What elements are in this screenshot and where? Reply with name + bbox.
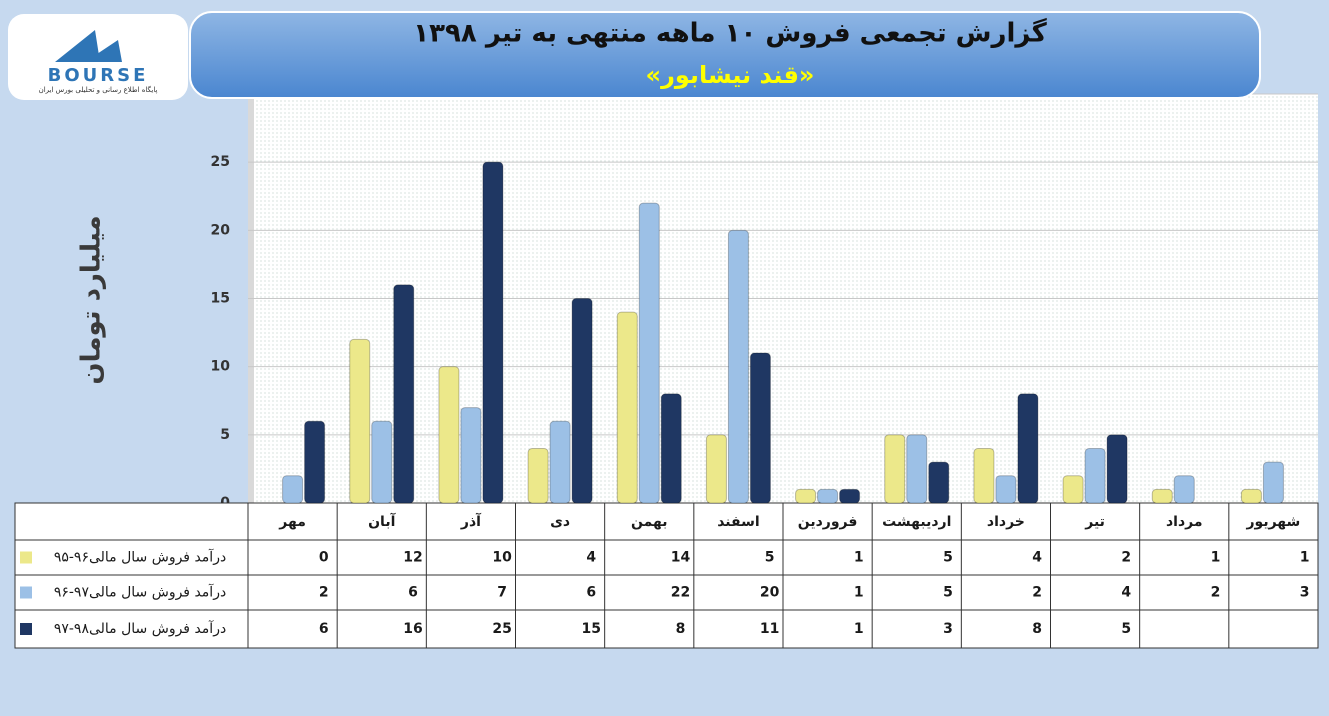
y-tick-label: 10 <box>211 359 231 375</box>
table-value: 2 <box>319 585 329 601</box>
table-value: 16 <box>403 621 422 637</box>
table-value: 8 <box>676 621 686 637</box>
x-tick-label: آبان <box>368 512 396 530</box>
bar <box>1106 434 1128 504</box>
bar <box>795 488 817 504</box>
table-value: 1 <box>854 550 864 566</box>
legend-swatch <box>20 623 32 635</box>
x-tick-label: بهمن <box>631 514 667 530</box>
table-value: 20 <box>760 585 780 601</box>
table-value: 10 <box>492 550 512 566</box>
table-value: 2 <box>1032 585 1042 601</box>
legend-swatch <box>20 551 32 564</box>
x-tick-label: خرداد <box>987 514 1025 530</box>
x-tick-label: فروردین <box>798 514 858 530</box>
bar <box>1173 475 1195 504</box>
table-value: 4 <box>1121 585 1131 601</box>
bar <box>727 229 749 504</box>
bar <box>371 420 393 504</box>
table-value: 5 <box>943 585 953 601</box>
table-value: 11 <box>760 621 779 637</box>
table-value: 3 <box>943 621 953 637</box>
table-value: 2 <box>1211 585 1221 601</box>
logo-icon <box>55 30 122 62</box>
bar <box>571 298 593 504</box>
bar <box>928 461 950 504</box>
x-tick-label: مرداد <box>1166 514 1203 530</box>
table-value: 22 <box>671 585 690 601</box>
chart-subtitle: «قند نیشابور» <box>646 61 815 89</box>
bar <box>973 447 995 504</box>
table-value: 12 <box>403 550 422 566</box>
bar <box>1262 461 1284 504</box>
y-tick-label: 15 <box>211 291 230 307</box>
legend-label: درآمد فروش سال مالی۹۷-۹۶ <box>54 584 226 601</box>
x-tick-label: اردیبهشت <box>882 514 951 530</box>
bar <box>995 475 1017 504</box>
table-value: 1 <box>1300 550 1310 566</box>
bar <box>906 434 928 504</box>
bar <box>1240 488 1262 504</box>
bar <box>304 420 326 504</box>
legend-label: درآمد فروش سال مالی۹۶-۹۵ <box>54 549 226 566</box>
y-tick-label: 20 <box>211 222 231 238</box>
table-value: 7 <box>497 585 507 601</box>
table-value: 3 <box>1300 585 1310 601</box>
bar <box>1084 447 1106 504</box>
bar <box>616 311 638 504</box>
table-value: 25 <box>492 621 511 637</box>
bar <box>549 420 571 504</box>
bar <box>884 434 906 504</box>
table-value: 5 <box>1121 621 1131 637</box>
bar <box>1062 475 1084 504</box>
bar <box>438 366 460 504</box>
table-value: 4 <box>1032 550 1042 566</box>
bar <box>839 488 861 504</box>
y-tick-label: 25 <box>211 154 230 170</box>
chart-title: گزارش تجمعی فروش ۱۰ ماهه منتهی به تیر ۱۳… <box>413 18 1047 49</box>
table-value: 14 <box>671 550 691 566</box>
y-axis-label: میلیارد تومان <box>77 215 107 384</box>
x-tick-label: آذر <box>460 512 482 530</box>
bar <box>1017 393 1039 504</box>
logo-caption: پایگاه اطلاع رسانی و تحلیلی بورس ایران <box>39 85 158 94</box>
bar <box>817 488 839 504</box>
bar <box>527 447 549 504</box>
bar <box>660 393 682 504</box>
x-tick-label: مهر <box>278 514 306 530</box>
table-value: 2 <box>1121 550 1131 566</box>
bar <box>349 338 371 504</box>
table-value: 1 <box>854 621 864 637</box>
bar <box>638 202 660 504</box>
table-value: 0 <box>319 550 329 566</box>
table-value: 6 <box>319 621 329 637</box>
bar <box>749 352 771 504</box>
table-value: 8 <box>1032 621 1042 637</box>
table-value: 15 <box>582 621 601 637</box>
x-tick-label: دی <box>550 514 570 530</box>
logo-text: BOURSE <box>48 65 149 86</box>
bar <box>1151 488 1173 504</box>
x-tick-label: اسفند <box>717 514 759 530</box>
legend-swatch <box>20 586 32 599</box>
bar <box>282 475 304 504</box>
bar <box>393 284 415 504</box>
table-value: 6 <box>586 585 596 601</box>
legend-label: درآمد فروش سال مالی۹۸-۹۷ <box>54 620 226 637</box>
bar <box>460 407 482 504</box>
table-value: 6 <box>408 585 418 601</box>
table-value: 1 <box>854 585 864 601</box>
table-value: 5 <box>943 550 953 566</box>
table-value: 1 <box>1211 550 1221 566</box>
x-tick-label: شهریور <box>1246 514 1301 530</box>
title-banner <box>189 11 1261 99</box>
table-value: 4 <box>586 550 596 566</box>
bar <box>705 434 727 504</box>
y-tick-label: 5 <box>220 427 230 443</box>
bar <box>482 161 504 504</box>
x-tick-label: تیر <box>1084 514 1105 530</box>
table-value: 5 <box>765 550 775 566</box>
